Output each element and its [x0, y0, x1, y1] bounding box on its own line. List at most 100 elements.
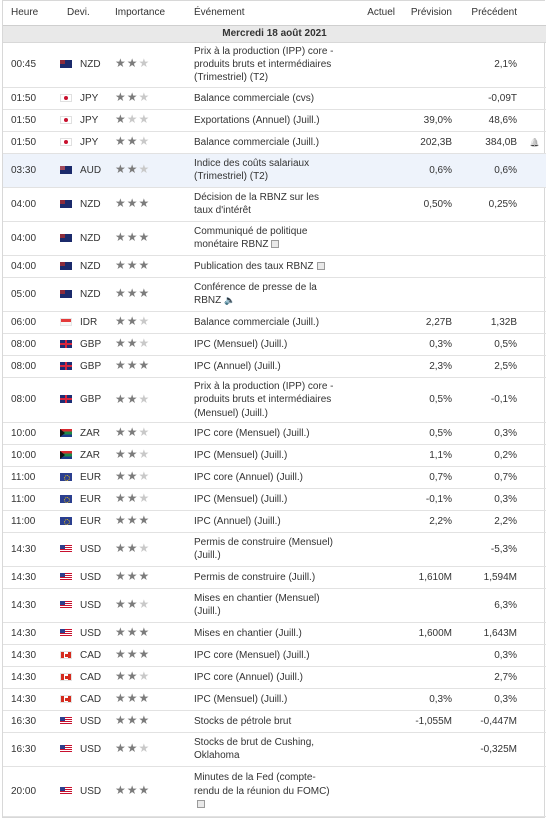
event-name[interactable]: Prix à la production (IPP) core - produit… [194, 377, 357, 423]
event-name[interactable]: Permis de construire (Mensuel) (Juill.) [194, 532, 357, 567]
event-alert[interactable] [523, 311, 546, 334]
event-name[interactable]: IPC core (Mensuel) (Juill.) [194, 644, 357, 667]
header-currency[interactable]: Devi. [60, 1, 115, 26]
star-icon: ★ [138, 625, 151, 640]
event-alert[interactable] [523, 510, 546, 533]
event-alert[interactable] [523, 466, 546, 489]
event-name[interactable]: IPC (Annuel) (Juill.) [194, 510, 357, 533]
event-name[interactable]: Décision de la RBNZ sur les taux d'intérê… [194, 187, 357, 222]
event-name[interactable]: Balance commerciale (cvs) [194, 87, 357, 110]
event-name[interactable]: IPC (Annuel) (Juill.) [194, 355, 357, 378]
event-alert[interactable] [523, 488, 546, 511]
event-alert[interactable] [523, 109, 546, 132]
event-name[interactable]: Stocks de pétrole brut [194, 710, 357, 733]
table-row[interactable]: 14:30 CAD ★★★ IPC (Mensuel) (Juill.) 0,3% 0,3… [3, 688, 546, 711]
table-row[interactable]: 14:30 USD ★★★ Permis de construire (Mensuel… [3, 532, 546, 567]
event-name[interactable]: IPC (Mensuel) (Juill.) [194, 333, 357, 356]
event-alert[interactable] [523, 422, 546, 445]
document-icon[interactable] [197, 800, 205, 809]
event-alert[interactable] [523, 644, 546, 667]
event-alert[interactable]: 🔔 [523, 131, 546, 154]
event-name[interactable]: IPC (Mensuel) (Juill.) [194, 444, 357, 467]
header-importance[interactable]: Importance [115, 1, 194, 26]
event-name[interactable]: Indice des coûts salariaux (Trimestriel) … [194, 153, 357, 188]
event-alert[interactable] [523, 42, 546, 88]
table-row[interactable]: 20:00 USD ★★★ Minutes de la Fed (compte-ren… [3, 766, 546, 817]
event-alert[interactable] [523, 710, 546, 733]
event-alert[interactable] [523, 444, 546, 467]
table-row[interactable]: 10:00 ZAR ★★★ IPC (Mensuel) (Juill.) 1,1% 0,2… [3, 444, 546, 467]
table-row[interactable]: 14:30 CAD ★★★ IPC core (Mensuel) (Juill.) 0,… [3, 644, 546, 667]
document-icon[interactable] [316, 261, 325, 270]
event-alert[interactable] [523, 377, 546, 423]
event-name[interactable]: Mises en chantier (Juill.) [194, 622, 357, 645]
table-row[interactable]: 01:50 JPY ★★★ Balance commerciale (cvs) -0,0… [3, 87, 546, 110]
header-previous[interactable]: Précédent [458, 1, 523, 26]
event-alert[interactable] [523, 732, 546, 767]
event-name[interactable]: Balance commerciale (Juill.) [194, 131, 357, 154]
event-alert[interactable] [523, 588, 546, 623]
table-row[interactable]: 05:00 NZD ★★★ Conférence de presse de la RBN… [3, 277, 546, 312]
event-name[interactable]: IPC core (Annuel) (Juill.) [194, 466, 357, 489]
event-name[interactable]: Communiqué de politique monétaire RBNZ [194, 221, 357, 256]
event-alert[interactable] [523, 333, 546, 356]
event-alert[interactable] [523, 766, 546, 817]
table-row[interactable]: 04:00 NZD ★★★ Décision de la RBNZ sur les ta… [3, 187, 546, 222]
header-event[interactable]: Événement [194, 1, 357, 26]
event-actual [357, 710, 395, 733]
table-row[interactable]: 11:00 EUR ★★★ IPC (Mensuel) (Juill.) -0,1% 0,… [3, 488, 546, 511]
event-name[interactable]: Conférence de presse de la RBNZ 🔈 [194, 277, 357, 312]
event-name[interactable]: Mises en chantier (Mensuel) (Juill.) [194, 588, 357, 623]
table-row[interactable]: 14:30 USD ★★★ Mises en chantier (Juill.) 1,6… [3, 622, 546, 645]
table-row[interactable]: 08:00 GBP ★★★ IPC (Mensuel) (Juill.) 0,3% 0,5… [3, 333, 546, 356]
event-name[interactable]: Publication des taux RBNZ [194, 255, 357, 278]
document-icon[interactable] [271, 240, 280, 249]
table-row[interactable]: 00:45 NZD ★★★ Prix à la production (IPP) co… [3, 42, 546, 88]
event-alert[interactable] [523, 688, 546, 711]
event-name[interactable]: IPC (Mensuel) (Juill.) [194, 488, 357, 511]
table-row[interactable]: 08:00 GBP ★★★ Prix à la production (IPP) co… [3, 377, 546, 423]
table-row[interactable]: 16:30 USD ★★★ Stocks de pétrole brut -1,055M… [3, 710, 546, 733]
event-name[interactable]: IPC core (Mensuel) (Juill.) [194, 422, 357, 445]
event-name[interactable]: Permis de construire (Juill.) [194, 566, 357, 589]
table-row[interactable]: 14:30 USD ★★★ Mises en chantier (Mensuel) (J… [3, 588, 546, 623]
table-row[interactable]: 01:50 JPY ★★★ Balance commerciale (Juill.) 2… [3, 131, 546, 154]
event-alert[interactable] [523, 277, 546, 312]
event-name[interactable]: Balance commerciale (Juill.) [194, 311, 357, 334]
table-row[interactable]: 14:30 CAD ★★★ IPC core (Annuel) (Juill.) 2,7… [3, 666, 546, 689]
event-alert[interactable] [523, 153, 546, 188]
table-row[interactable]: 11:00 EUR ★★★ IPC (Annuel) (Juill.) 2,2% 2,2% [3, 510, 546, 533]
event-alert[interactable] [523, 355, 546, 378]
event-name[interactable]: Prix à la production (IPP) core - produit… [194, 42, 357, 88]
table-row[interactable]: 03:30 AUD ★★★ Indice des coûts salariaux (Tr… [3, 153, 546, 188]
event-alert[interactable] [523, 187, 546, 222]
event-alert[interactable] [523, 255, 546, 278]
event-alert[interactable] [523, 566, 546, 589]
event-alert[interactable] [523, 666, 546, 689]
event-name[interactable]: Exportations (Annuel) (Juill.) [194, 109, 357, 132]
event-alert[interactable] [523, 87, 546, 110]
table-row[interactable]: 06:00 IDR ★★★ Balance commerciale (Juill.) 2… [3, 311, 546, 334]
table-row[interactable]: 01:50 JPY ★★★ Exportations (Annuel) (Juill.… [3, 109, 546, 132]
table-row[interactable]: 04:00 NZD ★★★ Publication des taux RBNZ [3, 255, 546, 278]
header-actual[interactable]: Actuel [357, 1, 395, 26]
table-row[interactable]: 08:00 GBP ★★★ IPC (Annuel) (Juill.) 2,3% 2,5% [3, 355, 546, 378]
table-row[interactable]: 11:00 EUR ★★★ IPC core (Annuel) (Juill.) 0,7… [3, 466, 546, 489]
header-time[interactable]: Heure [3, 1, 60, 26]
speaker-icon[interactable]: 🔈 [224, 295, 236, 306]
event-alert[interactable] [523, 532, 546, 567]
event-alert[interactable] [523, 622, 546, 645]
event-time: 14:30 [3, 688, 60, 711]
event-name[interactable]: Minutes de la Fed (compte-rendu de la ré… [194, 766, 357, 817]
bell-add-icon[interactable]: 🔔 [529, 137, 540, 147]
table-row[interactable]: 16:30 USD ★★★ Stocks de brut de Cushing, Okl… [3, 732, 546, 767]
table-row[interactable]: 14:30 USD ★★★ Permis de construire (Juill.)… [3, 566, 546, 589]
event-name[interactable]: IPC core (Annuel) (Juill.) [194, 666, 357, 689]
event-name[interactable]: IPC (Mensuel) (Juill.) [194, 688, 357, 711]
event-name[interactable]: Stocks de brut de Cushing, Oklahoma [194, 732, 357, 767]
table-row[interactable]: 04:00 NZD ★★★ Communiqué de politique monéta… [3, 221, 546, 256]
header-forecast[interactable]: Prévision [395, 1, 458, 26]
event-alert[interactable] [523, 221, 546, 256]
event-previous: -0,09T [458, 87, 523, 110]
table-row[interactable]: 10:00 ZAR ★★★ IPC core (Mensuel) (Juill.) 0,… [3, 422, 546, 445]
